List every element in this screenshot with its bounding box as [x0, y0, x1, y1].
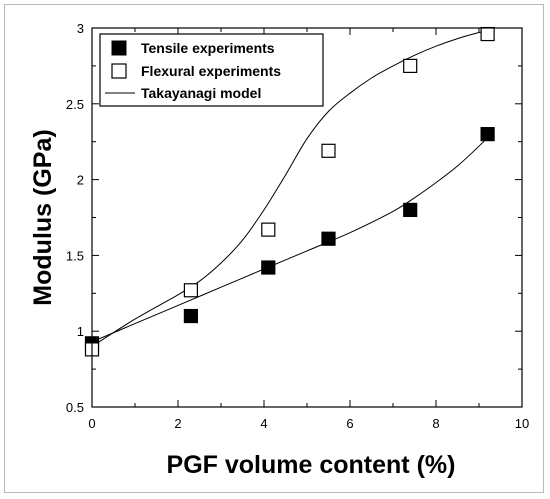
- legend-box: [99, 33, 324, 107]
- tensile-point: [321, 231, 336, 246]
- flexural-point: [480, 26, 495, 42]
- y-tick-label: 3: [77, 21, 84, 36]
- legend-marker-flexural: [111, 63, 127, 79]
- x-axis-title: PGF volume content (%): [167, 451, 456, 479]
- legend-label-model: Takayanagi model: [141, 85, 261, 101]
- y-tick-label: 0.5: [66, 400, 84, 415]
- legend-marker-tensile: [111, 40, 127, 56]
- axis-ticks: [91, 27, 523, 408]
- y-tick-label: 1.5: [66, 248, 84, 263]
- flexural-point: [261, 222, 276, 237]
- x-tick-label: 10: [515, 416, 529, 431]
- y-tick-label: 2.5: [66, 97, 84, 112]
- legend-label-flexural: Flexural experiments: [141, 63, 281, 79]
- model-curve-0: [91, 30, 488, 347]
- tensile-point: [183, 308, 198, 324]
- y-tick-label: 1: [77, 324, 84, 339]
- legend: Tensile experiments Flexural experiments…: [99, 33, 324, 107]
- y-tick-label: 2: [77, 173, 84, 188]
- x-tick-label: 4: [260, 416, 267, 431]
- flexural-point: [183, 283, 198, 298]
- tick-labels: 0 2 4 6 8 10 0.5 1 1.5 2 2.5 3: [66, 21, 529, 431]
- tensile-point: [480, 127, 495, 142]
- x-tick-label: 6: [346, 416, 353, 431]
- tensile-point: [403, 202, 418, 218]
- tensile-point: [261, 260, 276, 275]
- model-curves: [91, 30, 488, 347]
- x-tick-label: 8: [432, 416, 439, 431]
- y-axis-title: Modulus (GPa): [29, 129, 57, 305]
- x-tick-label: 0: [88, 416, 95, 431]
- flexural-point: [321, 143, 336, 158]
- legend-label-tensile: Tensile experiments: [141, 40, 275, 56]
- model-curve-1: [91, 136, 488, 343]
- flexural-point: [403, 58, 418, 74]
- x-tick-label: 2: [174, 416, 181, 431]
